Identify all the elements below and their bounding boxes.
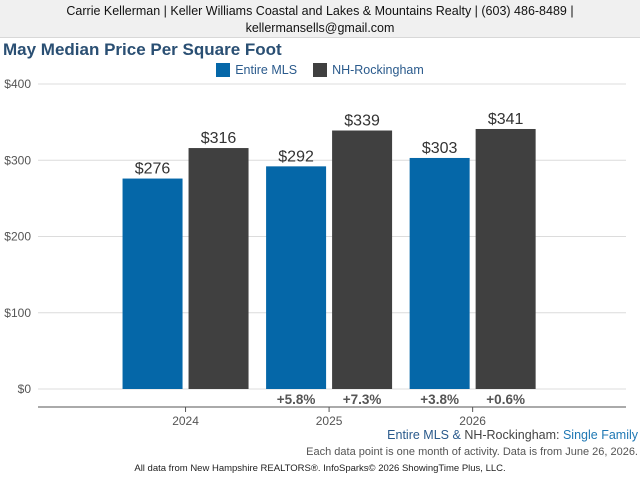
legend-item-nh-rockingham[interactable]: NH-Rockingham bbox=[313, 63, 424, 77]
change-label: +5.8% bbox=[277, 392, 316, 407]
bar-entire-mls-2025 bbox=[266, 166, 327, 389]
change-label: +3.8% bbox=[420, 392, 459, 407]
legend-label-entire-mls: Entire MLS bbox=[235, 63, 298, 77]
contact-header: Carrie Kellerman | Keller Williams Coast… bbox=[0, 0, 640, 38]
footnote-nh-rockingham: NH-Rockingham bbox=[464, 428, 557, 442]
contact-email: kellermansells@gmail.com bbox=[245, 21, 395, 35]
x-tick-label: 2025 bbox=[316, 414, 343, 428]
footnote-entire-mls: Entire MLS bbox=[387, 428, 450, 442]
legend-item-entire-mls[interactable]: Entire MLS bbox=[216, 63, 297, 77]
bar-value-label: $303 bbox=[422, 140, 458, 157]
bar-value-label: $292 bbox=[278, 148, 314, 165]
legend-swatch-nh-rockingham bbox=[313, 63, 328, 77]
bar-value-label: $276 bbox=[135, 161, 171, 178]
y-tick-label: $300 bbox=[4, 153, 31, 167]
bar-value-label: $339 bbox=[344, 113, 380, 130]
bar-nh-rockingham-2024 bbox=[188, 148, 249, 389]
legend-swatch-entire-mls bbox=[216, 63, 231, 77]
bar-entire-mls-2026 bbox=[409, 157, 470, 389]
bar-value-label: $316 bbox=[201, 130, 237, 147]
chart-legend: Entire MLS NH-Rockingham bbox=[0, 61, 640, 79]
bar-nh-rockingham-2025 bbox=[332, 130, 393, 389]
y-tick-label: $200 bbox=[4, 230, 31, 244]
change-label: +7.3% bbox=[343, 392, 382, 407]
data-source: All data from New Hampshire REALTORS®. I… bbox=[134, 463, 506, 474]
chart-title: May Median Price Per Square Foot bbox=[3, 40, 282, 59]
x-tick-label: 2026 bbox=[459, 414, 486, 428]
bar-nh-rockingham-2026 bbox=[475, 128, 536, 390]
x-tick-label: 2024 bbox=[172, 414, 199, 428]
change-label: +0.6% bbox=[486, 392, 525, 407]
footnote-ampersand: & bbox=[449, 428, 465, 442]
y-tick-label: $100 bbox=[4, 306, 31, 320]
legend-label-nh-rockingham: NH-Rockingham bbox=[332, 63, 424, 77]
footnote-property-type[interactable]: Single Family bbox=[562, 428, 638, 442]
y-tick-label: $400 bbox=[4, 77, 31, 91]
y-tick-label: $0 bbox=[18, 382, 32, 396]
property-type-footnote: Entire MLS & NH-Rockingham: Single Famil… bbox=[387, 428, 638, 442]
footnote-colon: : bbox=[556, 428, 563, 442]
data-note: Each data point is one month of activity… bbox=[306, 446, 638, 458]
bar-value-label: $341 bbox=[488, 111, 524, 128]
contact-line-1: Carrie Kellerman | Keller Williams Coast… bbox=[66, 4, 574, 18]
bar-entire-mls-2024 bbox=[122, 178, 183, 389]
